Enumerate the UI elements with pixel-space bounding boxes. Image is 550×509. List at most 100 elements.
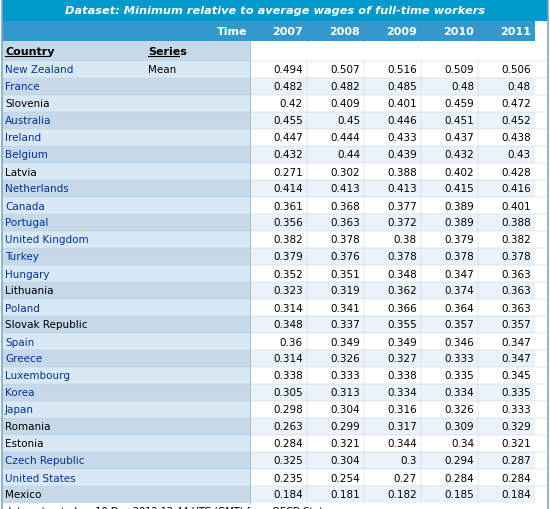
Text: Japan: Japan xyxy=(5,405,34,415)
Text: 0.382: 0.382 xyxy=(273,235,303,245)
Text: 0.338: 0.338 xyxy=(273,371,303,381)
Text: Belgium: Belgium xyxy=(5,150,48,160)
Text: 0.42: 0.42 xyxy=(280,99,303,109)
Text: Czech Republic: Czech Republic xyxy=(5,456,85,466)
Text: 0.389: 0.389 xyxy=(444,218,474,228)
Text: 2007: 2007 xyxy=(272,27,303,37)
Text: 0.372: 0.372 xyxy=(387,218,417,228)
Text: Slovenia: Slovenia xyxy=(5,99,50,109)
Text: 0.416: 0.416 xyxy=(501,184,531,194)
Text: 0.184: 0.184 xyxy=(501,490,531,499)
Text: 0.438: 0.438 xyxy=(501,133,531,143)
Text: Mexico: Mexico xyxy=(5,490,41,499)
Text: 0.433: 0.433 xyxy=(387,133,417,143)
Text: 0.455: 0.455 xyxy=(273,116,303,126)
Text: 0.364: 0.364 xyxy=(444,303,474,313)
Text: 0.185: 0.185 xyxy=(444,490,474,499)
Text: France: France xyxy=(5,82,40,92)
Text: Canada: Canada xyxy=(5,201,45,211)
Text: 0.389: 0.389 xyxy=(444,201,474,211)
Text: 0.444: 0.444 xyxy=(330,133,360,143)
Text: 0.335: 0.335 xyxy=(444,371,474,381)
Text: 0.347: 0.347 xyxy=(501,337,531,347)
Text: 0.309: 0.309 xyxy=(444,421,474,432)
Text: 0.302: 0.302 xyxy=(331,167,360,177)
Text: 0.428: 0.428 xyxy=(501,167,531,177)
Text: 0.482: 0.482 xyxy=(330,82,360,92)
Text: 0.254: 0.254 xyxy=(330,472,360,483)
Text: Mean: Mean xyxy=(148,65,176,75)
Text: 0.181: 0.181 xyxy=(330,490,360,499)
Text: 0.355: 0.355 xyxy=(387,320,417,330)
Text: 0.287: 0.287 xyxy=(501,456,531,466)
Text: 0.334: 0.334 xyxy=(444,388,474,398)
Text: 0.388: 0.388 xyxy=(501,218,531,228)
Text: 0.378: 0.378 xyxy=(330,235,360,245)
Text: 0.298: 0.298 xyxy=(273,405,303,415)
Text: 0.305: 0.305 xyxy=(273,388,303,398)
Text: 0.3: 0.3 xyxy=(400,456,417,466)
Text: 0.494: 0.494 xyxy=(273,65,303,75)
Text: 0.437: 0.437 xyxy=(444,133,474,143)
Text: 0.378: 0.378 xyxy=(501,252,531,262)
Text: 0.313: 0.313 xyxy=(330,388,360,398)
Text: 0.349: 0.349 xyxy=(387,337,417,347)
Text: Portugal: Portugal xyxy=(5,218,48,228)
Text: 0.348: 0.348 xyxy=(273,320,303,330)
Text: 0.366: 0.366 xyxy=(387,303,417,313)
Text: Korea: Korea xyxy=(5,388,35,398)
Text: Series: Series xyxy=(148,47,187,57)
Text: 2011: 2011 xyxy=(500,27,531,37)
Text: 0.432: 0.432 xyxy=(444,150,474,160)
Text: 0.338: 0.338 xyxy=(387,371,417,381)
Text: Romania: Romania xyxy=(5,421,51,432)
Text: Poland: Poland xyxy=(5,303,40,313)
Text: 0.341: 0.341 xyxy=(330,303,360,313)
Text: Spain: Spain xyxy=(5,337,34,347)
Text: 0.184: 0.184 xyxy=(273,490,303,499)
Text: 0.45: 0.45 xyxy=(337,116,360,126)
Text: 0.516: 0.516 xyxy=(387,65,417,75)
Text: 0.361: 0.361 xyxy=(273,201,303,211)
Text: 0.401: 0.401 xyxy=(387,99,417,109)
Text: 0.439: 0.439 xyxy=(387,150,417,160)
Text: 0.362: 0.362 xyxy=(387,286,417,296)
Text: 0.378: 0.378 xyxy=(387,252,417,262)
Text: 0.447: 0.447 xyxy=(273,133,303,143)
Text: Time: Time xyxy=(217,27,247,37)
Text: 0.482: 0.482 xyxy=(273,82,303,92)
Text: 0.304: 0.304 xyxy=(331,456,360,466)
Text: 0.388: 0.388 xyxy=(387,167,417,177)
Text: 0.379: 0.379 xyxy=(273,252,303,262)
Text: 0.314: 0.314 xyxy=(273,303,303,313)
Text: data extracted on 10 Dec 2012 12:44 UTC (GMT) from OECD.Stat: data extracted on 10 Dec 2012 12:44 UTC … xyxy=(5,506,323,509)
Text: 0.337: 0.337 xyxy=(330,320,360,330)
Text: 0.27: 0.27 xyxy=(394,472,417,483)
Text: Estonia: Estonia xyxy=(5,439,43,448)
Text: 0.379: 0.379 xyxy=(444,235,474,245)
Text: Greece: Greece xyxy=(5,354,42,364)
Text: 0.48: 0.48 xyxy=(451,82,474,92)
Text: 0.363: 0.363 xyxy=(501,286,531,296)
Text: New Zealand: New Zealand xyxy=(5,65,73,75)
Text: 0.48: 0.48 xyxy=(508,82,531,92)
Text: 0.271: 0.271 xyxy=(273,167,303,177)
Text: 0.347: 0.347 xyxy=(444,269,474,279)
Text: 0.345: 0.345 xyxy=(501,371,531,381)
Text: 0.316: 0.316 xyxy=(387,405,417,415)
Text: 0.294: 0.294 xyxy=(444,456,474,466)
Text: 0.368: 0.368 xyxy=(330,201,360,211)
Text: 0.284: 0.284 xyxy=(444,472,474,483)
Text: 0.44: 0.44 xyxy=(337,150,360,160)
Text: 0.357: 0.357 xyxy=(444,320,474,330)
Text: 0.382: 0.382 xyxy=(501,235,531,245)
Text: 0.321: 0.321 xyxy=(501,439,531,448)
Text: Latvia: Latvia xyxy=(5,167,37,177)
Text: 0.401: 0.401 xyxy=(502,201,531,211)
Text: 0.472: 0.472 xyxy=(501,99,531,109)
Text: 0.363: 0.363 xyxy=(501,269,531,279)
Text: 0.378: 0.378 xyxy=(444,252,474,262)
Text: 0.333: 0.333 xyxy=(501,405,531,415)
Text: 0.376: 0.376 xyxy=(330,252,360,262)
Text: Ireland: Ireland xyxy=(5,133,41,143)
